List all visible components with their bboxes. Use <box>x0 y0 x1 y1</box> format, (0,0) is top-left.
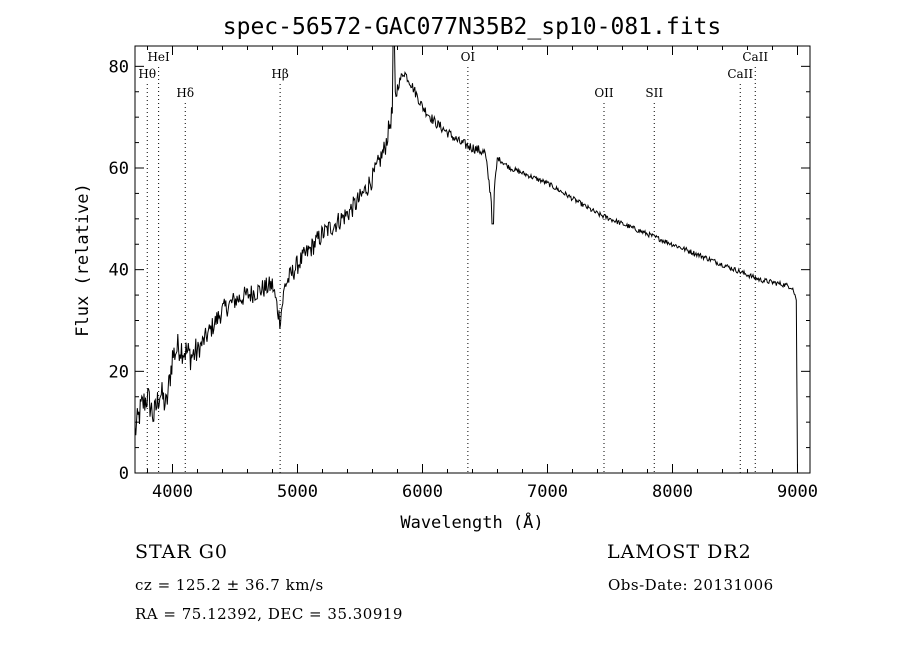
axis-ticks: 4000 5000 6000 7000 8000 9000 0 20 40 60 80 <box>109 46 818 502</box>
survey-name: LAMOST DR2 <box>607 541 752 563</box>
x-tick-label: 4000 <box>152 482 193 502</box>
spectral-line-label: Hδ <box>176 86 194 100</box>
x-tick-label: 7000 <box>527 482 568 502</box>
spectral-line-label: SII <box>645 86 663 100</box>
spectral-line-label: Hβ <box>271 67 288 81</box>
spectral-line-label: OII <box>594 86 614 100</box>
x-axis-label: Wavelength (Å) <box>400 511 543 533</box>
x-tick-label: 5000 <box>277 482 318 502</box>
spectral-line-label: OI <box>461 50 476 64</box>
spectral-line-label: Hθ <box>138 67 156 81</box>
spectral-line-label: CaII <box>742 50 768 64</box>
y-tick-label: 0 <box>119 464 129 484</box>
object-class: STAR G0 <box>135 541 228 563</box>
spectral-line-label: CaII <box>727 67 753 81</box>
y-tick-label: 40 <box>109 261 129 281</box>
spectral-line-label: HeI <box>147 50 170 64</box>
y-axis-label: Flux (relative) <box>73 183 93 337</box>
observation-date: Obs-Date: 20131006 <box>608 576 774 594</box>
x-tick-label: 9000 <box>777 482 818 502</box>
redshift-cz: cz = 125.2 ± 36.7 km/s <box>135 576 324 594</box>
y-tick-label: 80 <box>109 57 129 77</box>
x-tick-label: 8000 <box>652 482 693 502</box>
y-tick-label: 20 <box>109 362 129 382</box>
y-tick-label: 60 <box>109 159 129 179</box>
chart-title: spec-56572-GAC077N35B2_sp10-081.fits <box>223 14 722 40</box>
x-tick-label: 6000 <box>402 482 443 502</box>
spectrum-line <box>134 45 798 474</box>
sky-coordinates: RA = 75.12392, DEC = 35.30919 <box>135 605 403 623</box>
spectral-line-markers: Hθ HeI Hδ Hβ OI OII SII CaII CaII <box>138 50 768 473</box>
